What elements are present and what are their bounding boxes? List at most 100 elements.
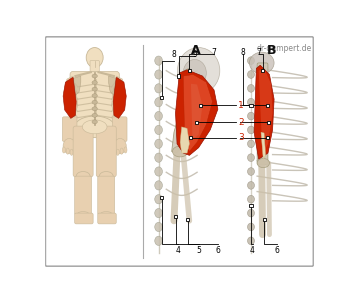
Polygon shape (172, 68, 193, 153)
Text: 8: 8 (172, 50, 176, 59)
FancyBboxPatch shape (62, 117, 77, 142)
Ellipse shape (247, 112, 254, 120)
Ellipse shape (155, 84, 162, 93)
Bar (266, 136, 269, 139)
Bar (250, 204, 252, 207)
Ellipse shape (99, 172, 113, 181)
Text: 4: 4 (250, 246, 255, 255)
Text: 8: 8 (241, 48, 246, 57)
Text: 9: 9 (193, 50, 197, 59)
Ellipse shape (155, 56, 162, 65)
Bar (262, 218, 266, 221)
FancyBboxPatch shape (143, 45, 237, 259)
Bar (189, 136, 193, 139)
Text: 7: 7 (212, 48, 216, 57)
Text: 3: 3 (238, 133, 244, 142)
Ellipse shape (177, 47, 220, 94)
Ellipse shape (155, 208, 162, 218)
Ellipse shape (247, 70, 254, 78)
Ellipse shape (247, 168, 254, 176)
Ellipse shape (247, 126, 254, 134)
Ellipse shape (155, 222, 162, 232)
Ellipse shape (247, 140, 254, 148)
Bar (198, 104, 202, 107)
Ellipse shape (70, 149, 73, 155)
Ellipse shape (92, 120, 97, 124)
Polygon shape (175, 70, 218, 155)
Text: 4: 4 (175, 246, 180, 255)
Bar (160, 196, 163, 199)
Text: B: B (267, 44, 276, 57)
Ellipse shape (155, 181, 162, 190)
Bar (267, 121, 270, 124)
Ellipse shape (76, 152, 79, 158)
FancyBboxPatch shape (70, 71, 119, 128)
Ellipse shape (247, 182, 254, 189)
Ellipse shape (155, 195, 162, 204)
Text: 6: 6 (275, 246, 280, 255)
Ellipse shape (155, 236, 162, 245)
Polygon shape (64, 76, 78, 117)
Text: dr-gumpert.de: dr-gumpert.de (256, 44, 312, 53)
Ellipse shape (77, 212, 89, 218)
Polygon shape (108, 76, 119, 96)
Ellipse shape (247, 98, 254, 106)
Ellipse shape (92, 107, 97, 111)
Ellipse shape (92, 81, 97, 85)
Ellipse shape (247, 223, 254, 231)
Polygon shape (112, 76, 125, 117)
Polygon shape (191, 84, 202, 140)
FancyBboxPatch shape (75, 176, 92, 214)
Ellipse shape (92, 87, 97, 91)
Ellipse shape (92, 94, 97, 98)
Ellipse shape (86, 47, 103, 68)
Bar (177, 74, 180, 78)
Ellipse shape (62, 147, 65, 153)
Text: 7: 7 (256, 48, 261, 57)
Ellipse shape (247, 154, 254, 161)
Text: 5: 5 (196, 246, 201, 255)
Ellipse shape (183, 59, 206, 86)
Polygon shape (70, 76, 81, 96)
Ellipse shape (66, 148, 69, 154)
FancyBboxPatch shape (46, 37, 313, 266)
Polygon shape (113, 78, 126, 118)
Ellipse shape (76, 172, 90, 181)
Ellipse shape (155, 70, 162, 79)
Ellipse shape (155, 153, 162, 162)
Polygon shape (180, 127, 189, 153)
Bar (195, 121, 198, 124)
Ellipse shape (82, 120, 107, 134)
Ellipse shape (155, 139, 162, 148)
FancyBboxPatch shape (112, 117, 127, 142)
Ellipse shape (247, 237, 254, 245)
Ellipse shape (155, 112, 162, 121)
FancyBboxPatch shape (90, 61, 99, 71)
Ellipse shape (155, 98, 162, 107)
Ellipse shape (173, 146, 188, 157)
Ellipse shape (92, 74, 97, 78)
Ellipse shape (92, 113, 97, 117)
FancyBboxPatch shape (237, 45, 310, 259)
Ellipse shape (120, 148, 123, 154)
Ellipse shape (155, 125, 162, 135)
Bar (174, 215, 177, 218)
Ellipse shape (155, 167, 162, 176)
Text: 1: 1 (238, 101, 244, 110)
Bar (188, 69, 191, 72)
Ellipse shape (257, 158, 270, 168)
Polygon shape (63, 78, 76, 118)
Ellipse shape (63, 138, 75, 154)
Ellipse shape (247, 209, 254, 217)
FancyBboxPatch shape (73, 126, 93, 177)
Bar (261, 69, 264, 72)
Ellipse shape (113, 150, 116, 157)
Ellipse shape (247, 195, 254, 203)
FancyBboxPatch shape (98, 176, 115, 214)
Polygon shape (254, 65, 274, 159)
Ellipse shape (124, 147, 127, 153)
FancyBboxPatch shape (75, 213, 93, 224)
Ellipse shape (114, 138, 126, 154)
Bar (186, 218, 189, 221)
FancyBboxPatch shape (51, 45, 139, 259)
